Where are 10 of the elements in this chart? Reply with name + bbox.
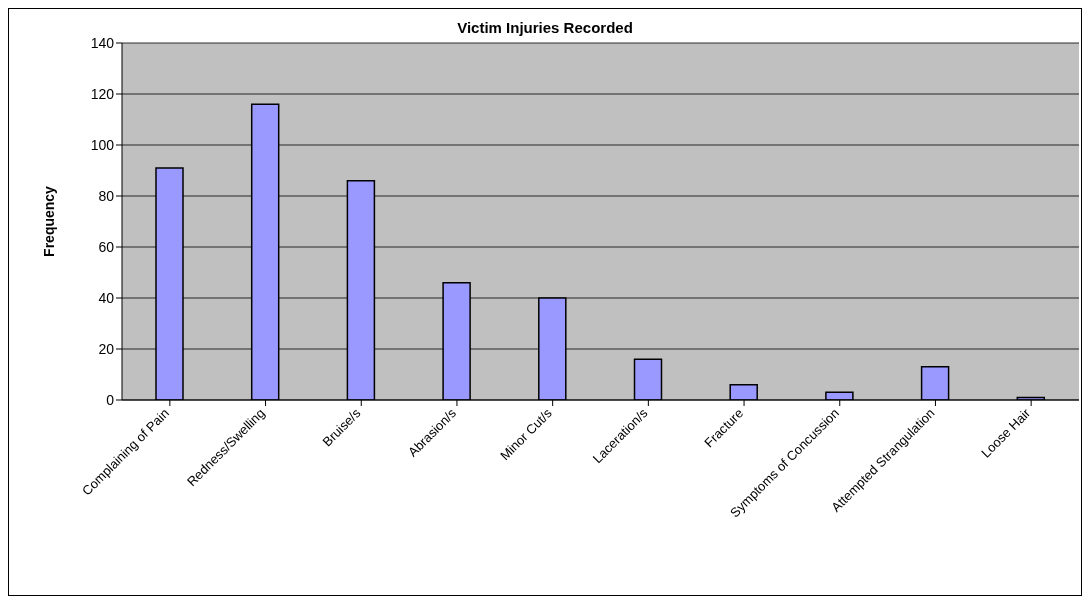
y-tick-label: 40	[98, 289, 115, 306]
chart-title: Victim Injuries Recorded	[456, 19, 634, 36]
y-tick-label: 20	[98, 340, 115, 357]
y-axis-title: Frequency	[40, 185, 57, 257]
y-tick-label: 0	[106, 391, 115, 408]
y-tick-label: 120	[90, 85, 115, 102]
y-tick-label: 60	[98, 238, 115, 255]
y-tick-label: 140	[90, 34, 115, 51]
y-tick-label: 100	[90, 136, 115, 153]
y-tick-label: 80	[98, 187, 115, 204]
